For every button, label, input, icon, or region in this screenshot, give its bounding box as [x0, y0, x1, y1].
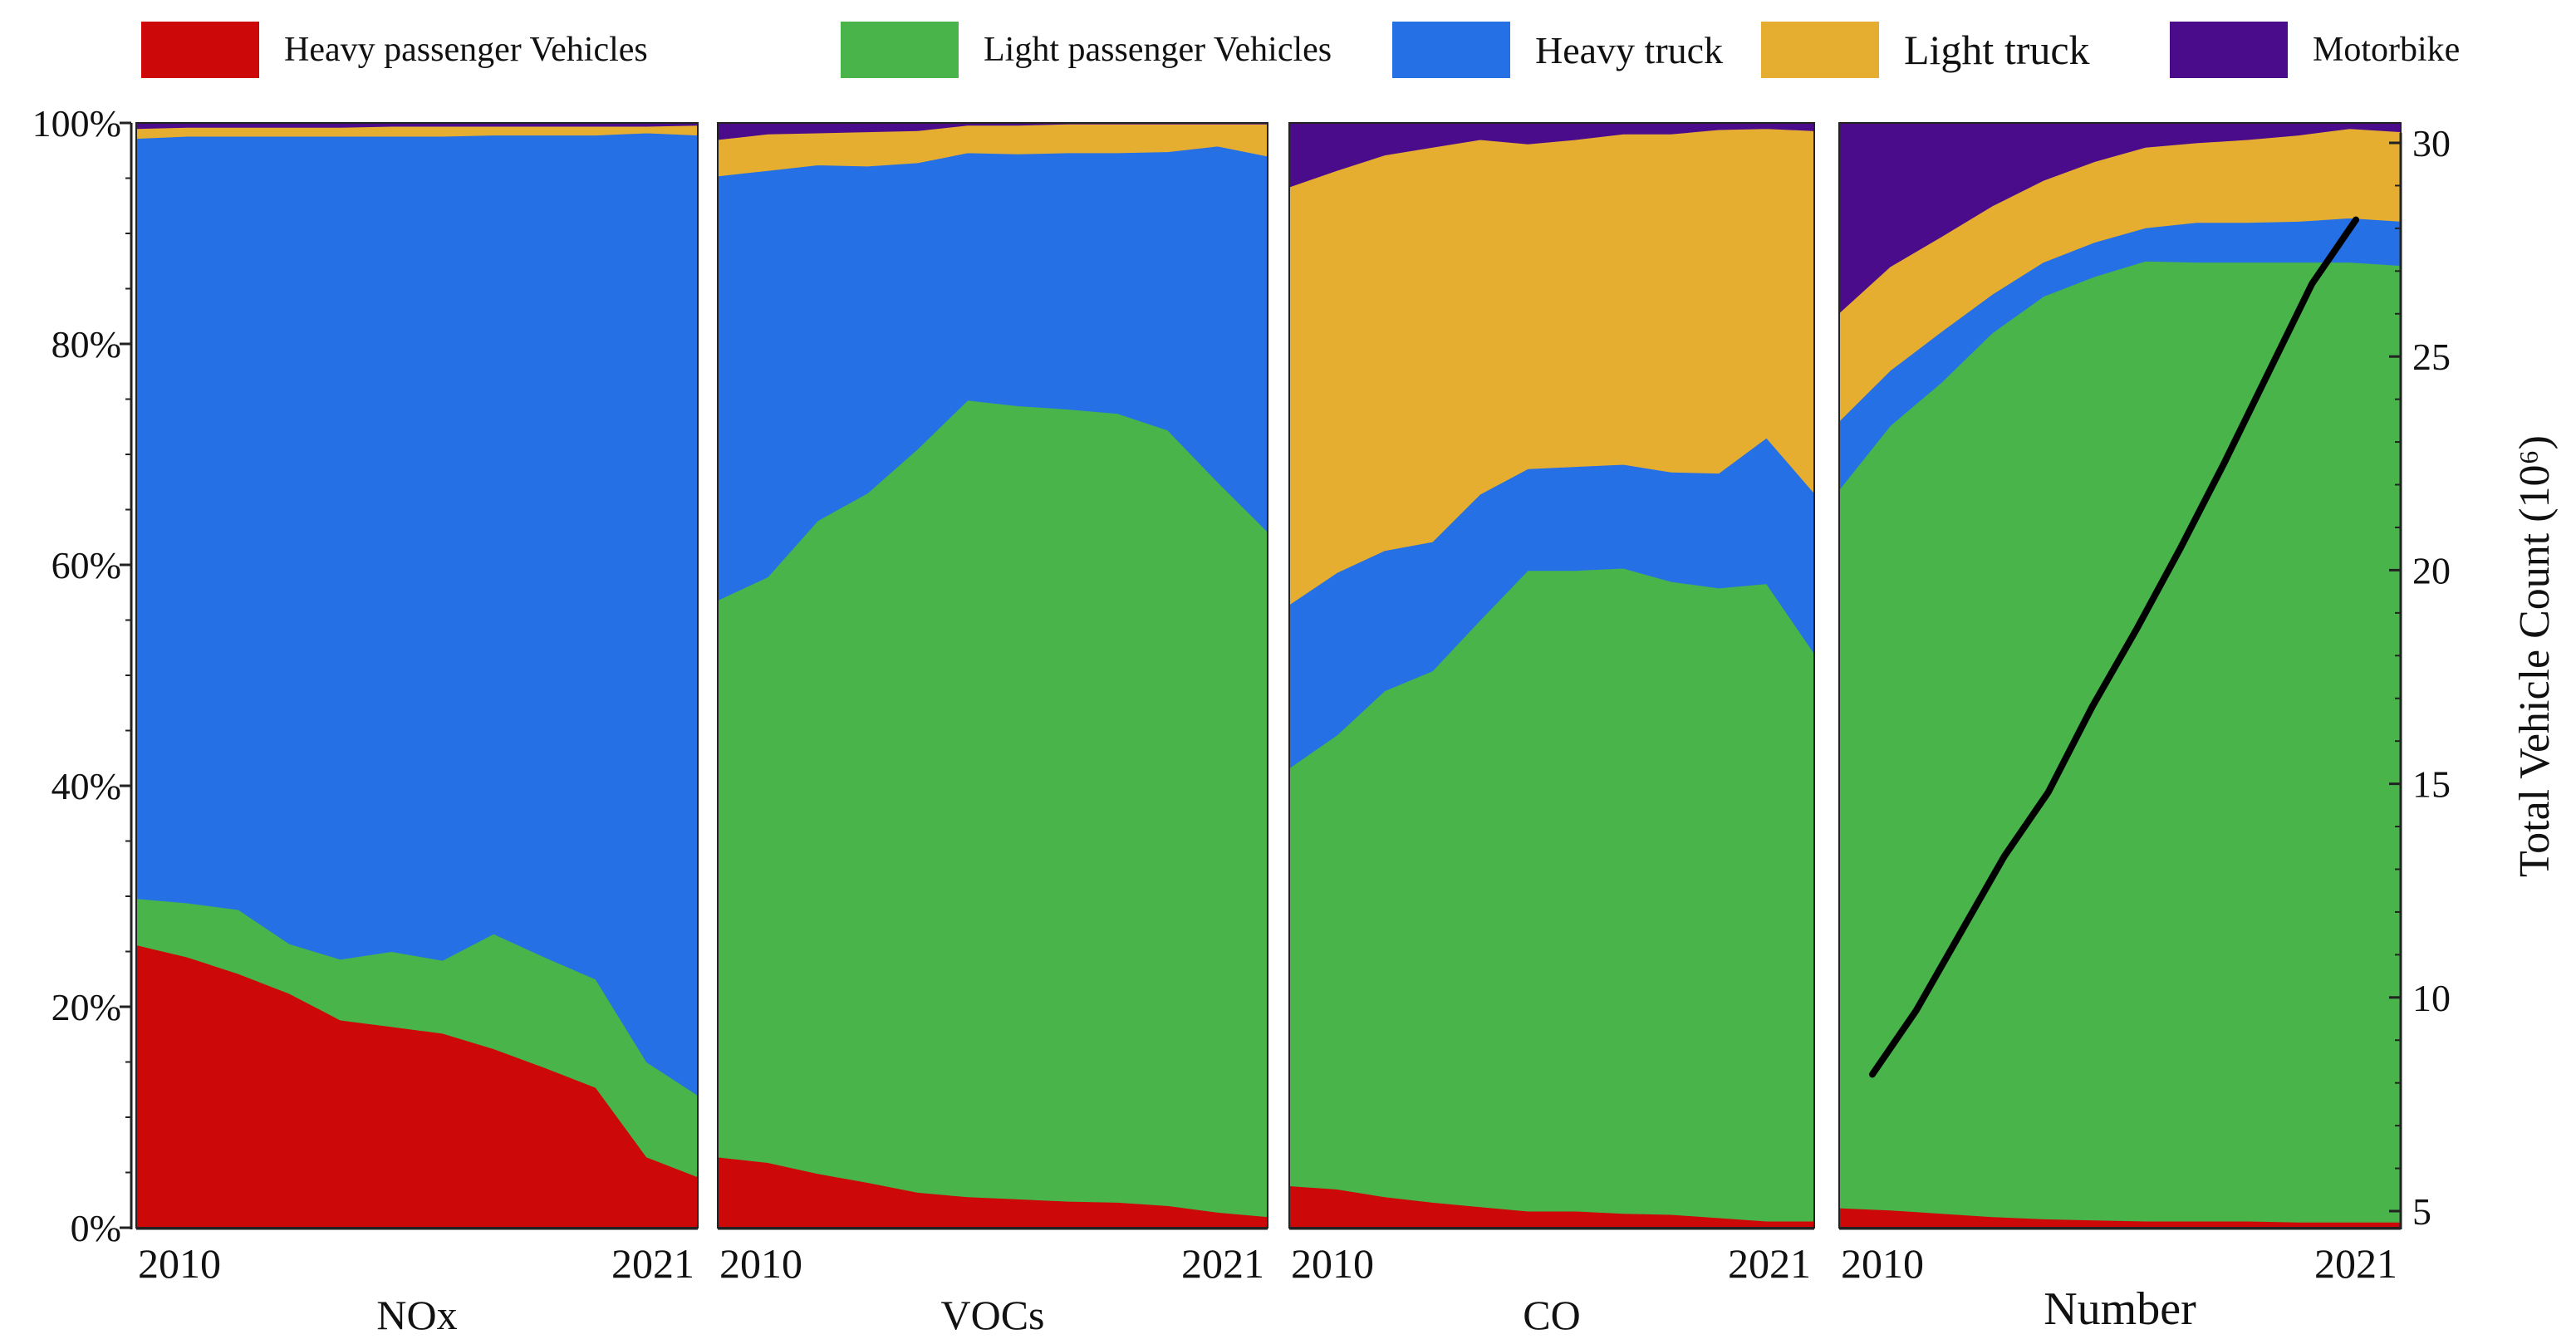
total-vehicle-count-line — [1869, 216, 2359, 1078]
left-tick-label: 40% — [52, 765, 121, 807]
right-tick-label: 10 — [2412, 977, 2451, 1019]
panel-nox: 2010 2021 NOx — [135, 122, 699, 1338]
right-tick-label: 20 — [2412, 549, 2451, 591]
left-tick-label: 0% — [71, 1207, 121, 1249]
x-tick-label: 2021 — [1728, 1240, 1811, 1287]
left-tick-label: 80% — [52, 323, 121, 365]
right-tick-label: 15 — [2412, 763, 2451, 806]
legend-swatch — [1392, 22, 1510, 78]
legend-label: Heavy truck — [1535, 28, 1724, 71]
right-axis-label: Total Vehicle Count (10⁶) — [2511, 435, 2559, 877]
legend-swatch — [841, 22, 959, 78]
legend-item-heavy-passenger-vehicles: Heavy passenger Vehicles — [141, 22, 648, 78]
x-tick-label: 2021 — [1181, 1240, 1264, 1287]
right-tick-label: 30 — [2412, 122, 2451, 164]
right-tick-label: 25 — [2412, 336, 2451, 378]
legend-swatch — [141, 22, 259, 78]
panel-co: 2010 2021 CO — [1288, 122, 1815, 1338]
legend-label: Motorbike — [2313, 31, 2461, 69]
legend-label: Light passenger Vehicles — [984, 31, 1332, 69]
right-tick-label: 5 — [2412, 1190, 2431, 1233]
x-tick-label: 2010 — [138, 1240, 221, 1287]
panel-label: NOx — [376, 1292, 457, 1338]
x-tick-label: 2021 — [2314, 1240, 2397, 1287]
right-y-axis: 5 10 15 20 25 30 Total Vehicle Count (10⁶) — [2389, 122, 2559, 1233]
legend-swatch — [1761, 22, 1879, 78]
left-tick-label: 60% — [52, 544, 121, 586]
area-light-passenger-vehicles — [1838, 260, 2402, 1223]
x-tick-label: 2010 — [1841, 1240, 1924, 1287]
legend-item-light-truck: Light truck — [1761, 22, 2090, 78]
panel-label: VOCs — [940, 1292, 1044, 1338]
left-tick-label: 20% — [52, 986, 121, 1028]
panel-label: CO — [1523, 1292, 1580, 1338]
legend-item-light-passenger-vehicles: Light passenger Vehicles — [841, 22, 1332, 78]
x-tick-label: 2010 — [719, 1240, 802, 1287]
legend-swatch — [2170, 22, 2288, 78]
legend-label: Heavy passenger Vehicles — [284, 31, 648, 69]
panel-label: Number — [2044, 1283, 2196, 1335]
legend-item-heavy-truck: Heavy truck — [1392, 22, 1723, 78]
legend-label: Light truck — [1904, 27, 2090, 73]
panel-vocs: 2010 2021 VOCs — [717, 122, 1268, 1338]
x-tick-label: 2010 — [1291, 1240, 1374, 1287]
left-y-axis: 0% 20% 40% 60% 80% 100% — [32, 102, 133, 1249]
x-tick-label: 2021 — [611, 1240, 694, 1287]
panel-number: 2010 2021 Number — [1838, 122, 2402, 1335]
left-tick-label: 100% — [32, 102, 121, 145]
legend-item-motorbike: Motorbike — [2170, 22, 2460, 78]
